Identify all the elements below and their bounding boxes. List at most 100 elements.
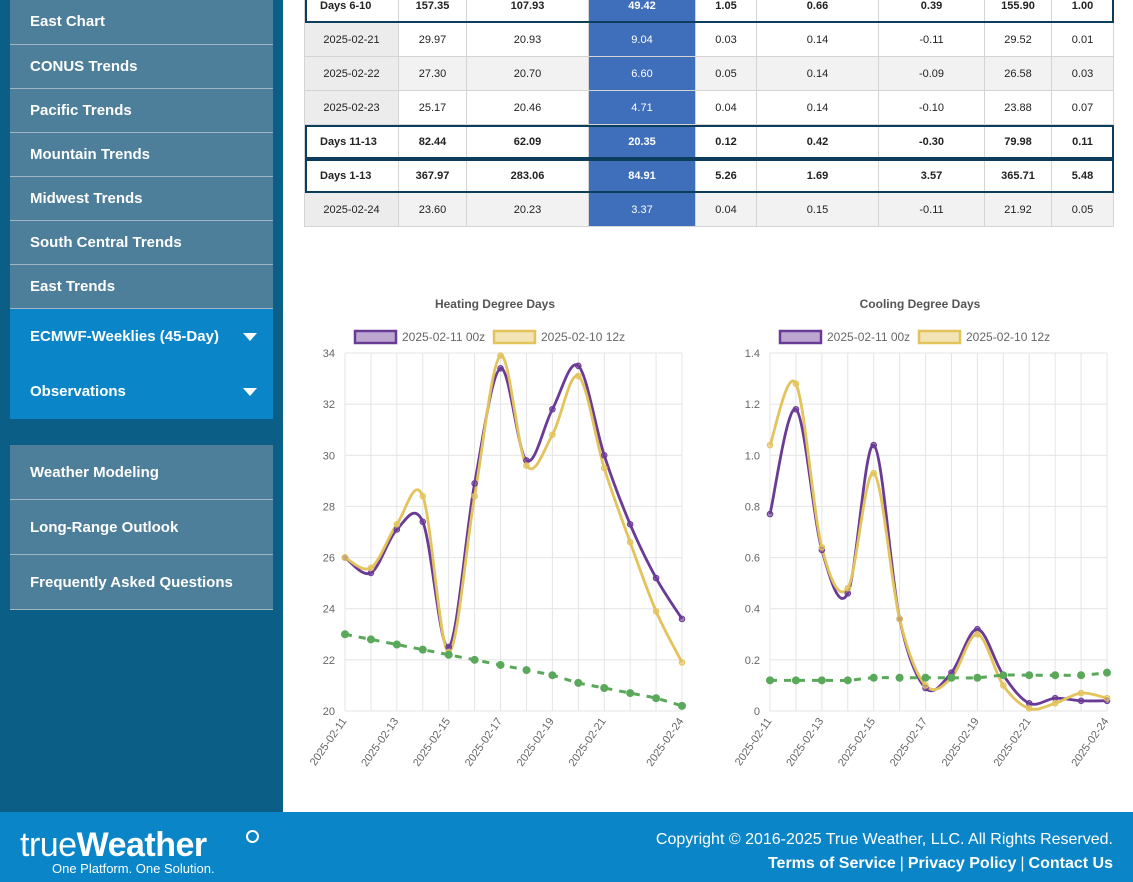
- table-cell: 1.05: [695, 0, 757, 23]
- data-point: [652, 607, 660, 615]
- x-tick-label: 2025-02-15: [411, 716, 453, 769]
- sidebar-item-east-chart[interactable]: East Chart: [10, 0, 273, 45]
- data-point: [392, 640, 401, 649]
- data-point: [922, 682, 929, 689]
- table-row: 2025-02-24 23.60 20.23 3.37 0.04 0.15 -0.11 21.…: [304, 192, 1114, 227]
- sidebar-item-observations[interactable]: Observations: [10, 364, 273, 419]
- data-point: [792, 380, 800, 387]
- y-tick-label: 0.4: [745, 604, 760, 616]
- table-cell: 365.71: [984, 158, 1052, 193]
- sidebar-item-mountain-trends[interactable]: Mountain Trends: [10, 133, 273, 177]
- sidebar-item-east-trends[interactable]: East Trends: [10, 265, 273, 309]
- table-cell: 4.71: [588, 90, 696, 125]
- sidebar: East Chart CONUS Trends Pacific Trends Moun…: [0, 0, 283, 812]
- data-point: [497, 352, 504, 359]
- y-tick-label: 24: [323, 604, 335, 616]
- footer: trueWeather One Platform. One Solution. …: [0, 812, 1133, 882]
- data-point: [766, 441, 774, 449]
- data-point: [1051, 700, 1059, 707]
- table-cell: 29.52: [984, 22, 1052, 57]
- contact-us-link[interactable]: Contact Us: [1028, 855, 1113, 872]
- table-cell: 0.05: [695, 56, 757, 91]
- sidebar-item-long-range-outlook[interactable]: Long-Range Outlook: [10, 500, 273, 555]
- nav-group-bottom: Weather Modeling Long-Range Outlook Freque…: [10, 445, 273, 610]
- x-tick-label: 2025-02-13: [359, 716, 401, 769]
- table-cell: 0.05: [1051, 192, 1114, 227]
- sidebar-item-pacific-trends[interactable]: Pacific Trends: [10, 89, 273, 133]
- x-tick-label: 2025-02-15: [836, 716, 878, 769]
- data-point: [471, 480, 478, 487]
- table-cell: 5.48: [1051, 158, 1114, 193]
- data-point: [678, 615, 686, 623]
- data-point: [947, 673, 956, 682]
- table-cell: 25.17: [398, 90, 467, 125]
- data-point: [1000, 682, 1007, 689]
- table-cell: 0.14: [756, 22, 879, 57]
- series-line: [768, 379, 1108, 711]
- table-cell: 0.14: [756, 56, 879, 91]
- table-cell: 9.04: [588, 22, 696, 57]
- data-point: [419, 492, 427, 500]
- data-point: [896, 615, 903, 623]
- table-cell: -0.30: [878, 124, 985, 159]
- table-cell: 23.60: [398, 192, 467, 227]
- logo[interactable]: trueWeather: [20, 826, 207, 865]
- y-tick-label: 30: [323, 450, 335, 462]
- table-cell: -0.11: [878, 22, 985, 57]
- table-cell: 2025-02-21: [304, 22, 399, 57]
- data-point: [575, 372, 582, 380]
- sidebar-item-frequently-asked-questions[interactable]: Frequently Asked Questions: [10, 555, 273, 610]
- data-point: [574, 678, 583, 687]
- x-tick-label: 2025-02-19: [940, 716, 982, 769]
- data-point: [766, 510, 774, 518]
- privacy-policy-link[interactable]: Privacy Policy: [907, 855, 1017, 872]
- series-line: [344, 632, 683, 708]
- table-cell: 367.97: [398, 158, 467, 193]
- data-point: [678, 659, 686, 666]
- data-point: [652, 574, 660, 582]
- sidebar-item-conus-trends[interactable]: CONUS Trends: [10, 45, 273, 89]
- terms-of-service-link[interactable]: Terms of Service: [767, 855, 896, 872]
- table-cell: 155.90: [984, 0, 1052, 23]
- chart-title: Cooling Degree Days: [860, 297, 981, 311]
- data-point: [843, 676, 852, 685]
- table-cell: 0.66: [756, 0, 879, 23]
- x-tick-label: 2025-02-11: [733, 716, 775, 768]
- table-cell: 26.58: [984, 56, 1052, 91]
- y-tick-label: 1.2: [745, 399, 760, 411]
- table-cell: 20.93: [466, 22, 589, 57]
- data-point: [817, 676, 826, 685]
- y-tick-label: 1.0: [745, 450, 760, 462]
- legend-label: 2025-02-10 12z: [541, 330, 625, 344]
- x-tick-label: 2025-02-19: [515, 716, 557, 769]
- data-point: [792, 405, 800, 413]
- sidebar-item-midwest-trends[interactable]: Midwest Trends: [10, 177, 273, 221]
- sidebar-item-south-central-trends[interactable]: South Central Trends: [10, 221, 273, 265]
- data-point: [549, 405, 556, 413]
- table-cell: 3.37: [588, 192, 696, 227]
- data-point: [444, 650, 453, 659]
- table-cell: Days 6-10: [304, 0, 399, 23]
- table-cell: 0.14: [756, 90, 879, 125]
- sidebar-item-ecmwf-weeklies-45-day[interactable]: ECMWF-Weeklies (45-Day): [10, 309, 273, 364]
- table-cell: 6.60: [588, 56, 696, 91]
- x-tick-label: 2025-02-17: [463, 716, 505, 769]
- table-cell: 107.93: [466, 0, 589, 23]
- table-cell: -0.10: [878, 90, 985, 125]
- table-row: 2025-02-22 27.30 20.70 6.60 0.05 0.14 -0.09 26.…: [304, 56, 1114, 91]
- table-cell: 20.70: [466, 56, 589, 91]
- table-cell: 49.42: [588, 0, 696, 23]
- chevron-down-icon[interactable]: [243, 332, 257, 341]
- data-point: [418, 645, 427, 654]
- y-tick-label: 0: [754, 706, 760, 718]
- table-row: 2025-02-21 29.97 20.93 9.04 0.03 0.14 -0.11 29.…: [304, 22, 1114, 57]
- data-point: [791, 676, 800, 685]
- data-point: [366, 635, 375, 644]
- chevron-down-icon[interactable]: [243, 387, 257, 396]
- data-point: [1051, 671, 1060, 680]
- chart-title: Heating Degree Days: [435, 297, 555, 311]
- data-point: [341, 630, 349, 639]
- data-point: [393, 521, 401, 528]
- table-cell: 0.01: [1051, 22, 1114, 57]
- sidebar-item-weather-modeling[interactable]: Weather Modeling: [10, 445, 273, 500]
